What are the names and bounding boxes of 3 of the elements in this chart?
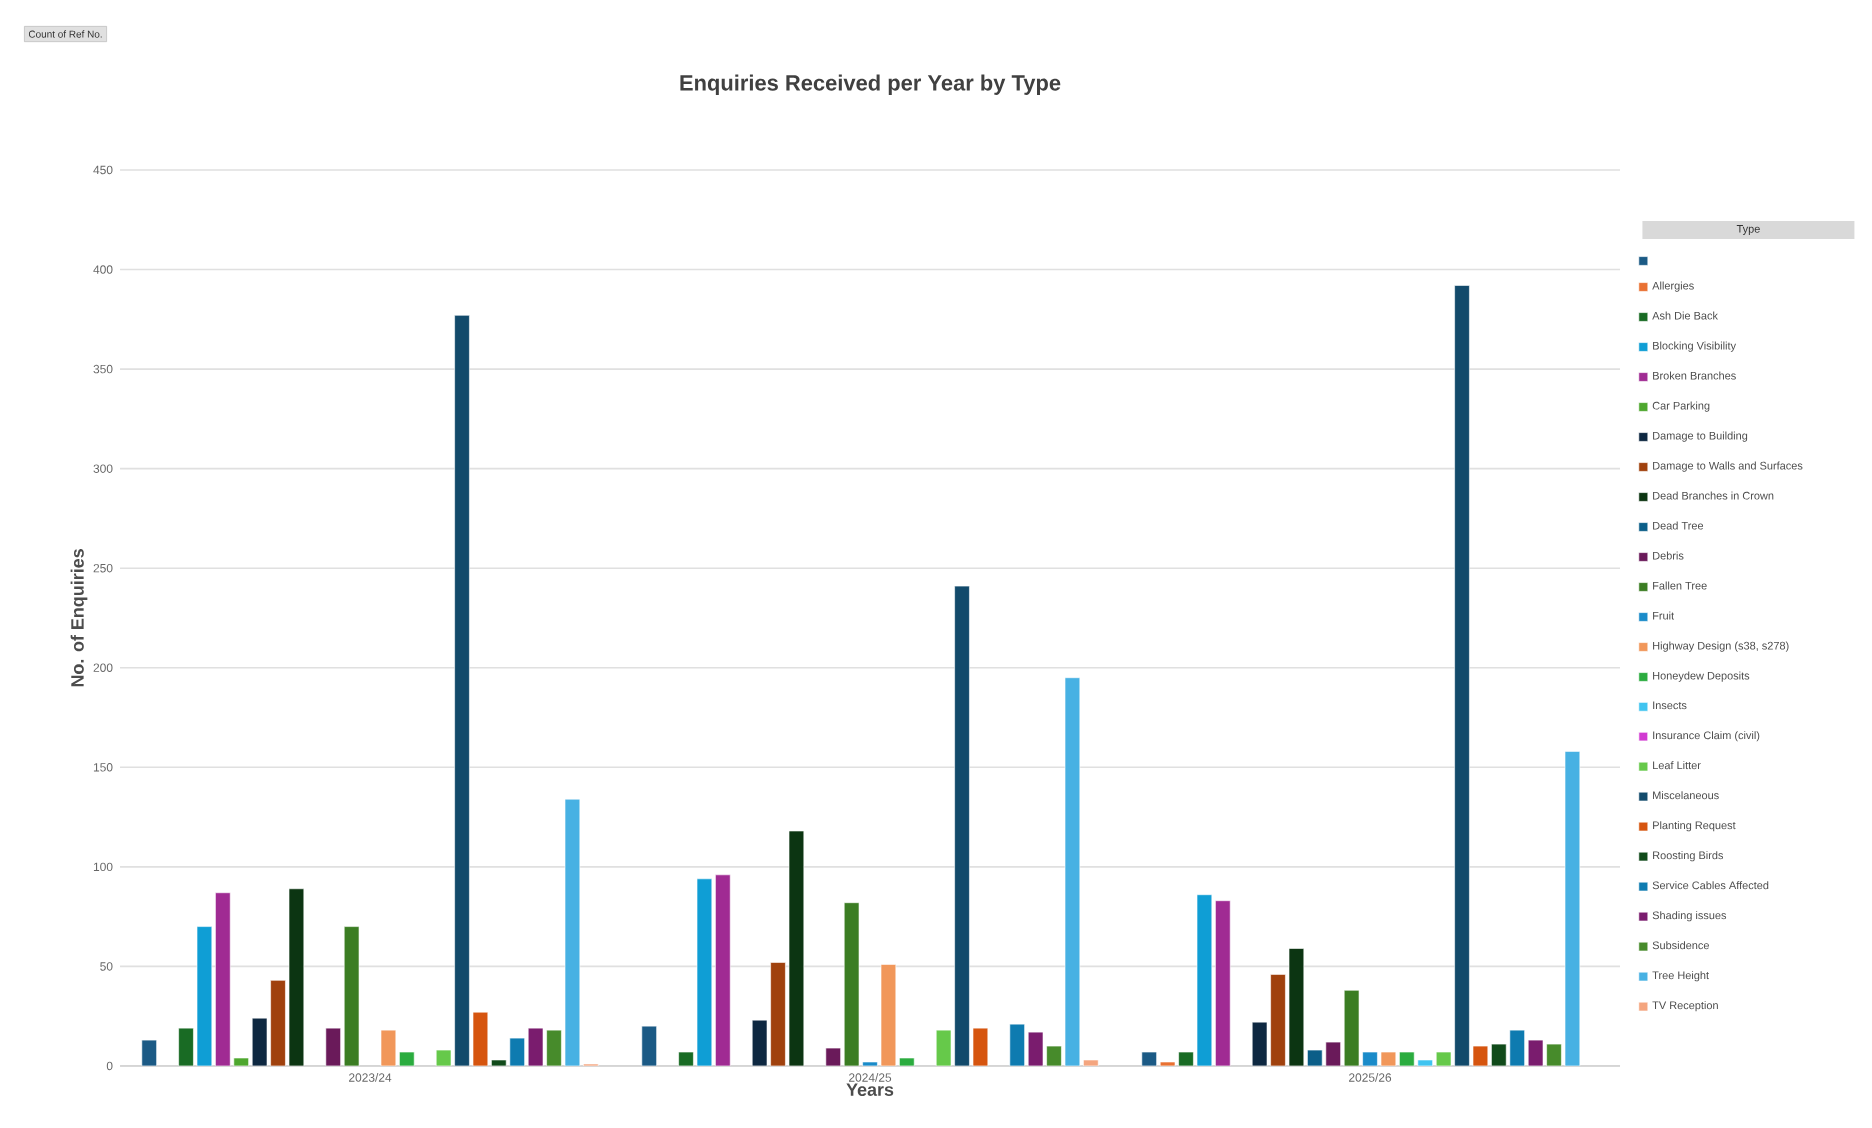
x-axis-title: Years xyxy=(846,1083,894,1096)
y-axis-title: No. of Enquiries xyxy=(70,549,88,687)
chart-title: Enquiries Received per Year by Type xyxy=(680,74,1061,95)
